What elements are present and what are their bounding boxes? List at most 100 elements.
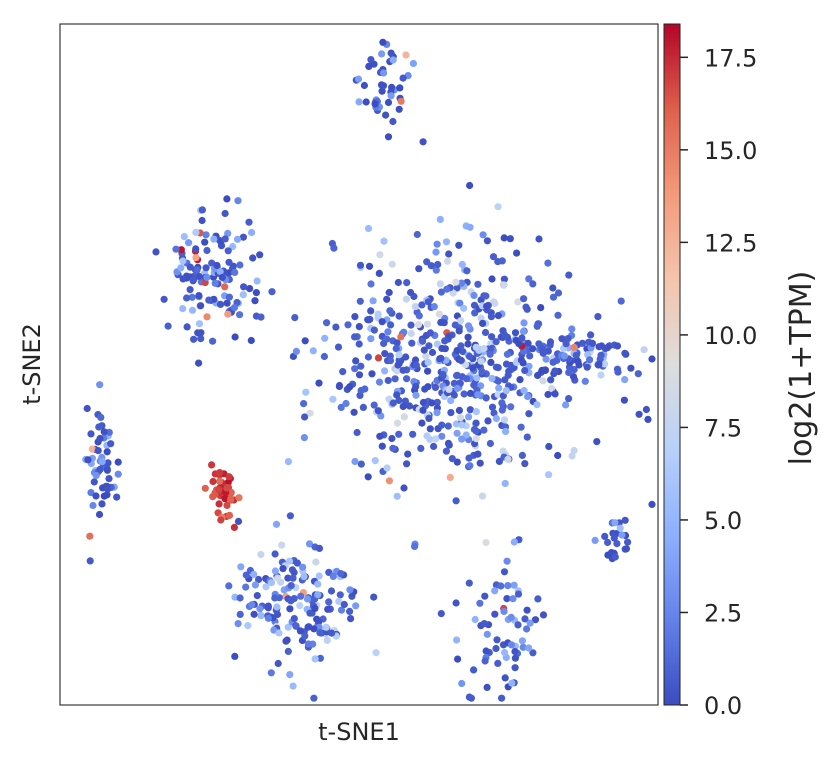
scatter-point — [399, 74, 407, 82]
scatter-point — [291, 314, 299, 322]
scatter-point — [251, 581, 259, 589]
scatter-point — [455, 327, 463, 335]
scatter-point — [351, 333, 359, 341]
scatter-point — [195, 359, 203, 367]
scatter-point — [430, 303, 438, 311]
scatter-point — [523, 606, 531, 614]
scatter-point — [86, 557, 94, 565]
scatter-point — [312, 558, 320, 566]
scatter-point — [245, 218, 253, 226]
scatter-point — [526, 352, 534, 360]
scatter-point — [303, 595, 312, 603]
scatter-point — [470, 291, 478, 300]
scatter-point — [179, 257, 187, 265]
scatter-point — [253, 592, 261, 600]
scatter-point — [443, 257, 452, 265]
scatter-point — [472, 419, 480, 427]
scatter-point — [453, 372, 461, 380]
scatter-point — [301, 337, 309, 345]
scatter-point — [548, 384, 556, 393]
scatter-point — [386, 307, 394, 315]
scatter-point — [472, 435, 480, 443]
scatter-point — [473, 374, 481, 382]
scatter-point — [395, 430, 403, 438]
scatter-point — [539, 611, 548, 619]
scatter-point — [433, 409, 441, 417]
scatter-point — [500, 568, 509, 576]
scatter-point — [376, 432, 384, 440]
scatter-point — [569, 373, 578, 381]
scatter-point — [336, 591, 344, 599]
scatter-point — [503, 557, 511, 565]
scatter-point — [152, 248, 160, 256]
scatter-point — [230, 523, 238, 532]
scatter-point — [495, 457, 503, 465]
scatter-point — [393, 391, 401, 399]
scatter-point — [447, 409, 455, 417]
scatter-point — [617, 297, 625, 305]
scatter-point — [502, 427, 510, 436]
scatter-point — [464, 333, 472, 341]
scatter-point — [479, 231, 487, 239]
scatter-point — [446, 473, 454, 481]
scatter-point — [458, 260, 466, 269]
scatter-point — [316, 654, 324, 662]
scatter-point — [203, 273, 211, 281]
scatter-point — [523, 433, 531, 441]
colorbar-tick-label: 7.5 — [704, 414, 742, 442]
scatter-point — [591, 536, 599, 545]
scatter-point — [378, 318, 386, 326]
scatter-point — [231, 268, 239, 276]
scatter-point — [568, 452, 576, 460]
scatter-point — [391, 375, 399, 383]
scatter-point — [495, 384, 503, 392]
colorbar-tick-label: 12.5 — [704, 229, 757, 257]
scatter-point — [248, 601, 256, 609]
scatter-point — [267, 669, 275, 677]
scatter-point — [104, 459, 112, 467]
scatter-point — [316, 629, 324, 637]
scatter-point — [388, 83, 396, 91]
scatter-point — [581, 377, 589, 385]
scatter-point — [384, 133, 393, 141]
scatter-point — [370, 593, 378, 601]
scatter-point — [195, 292, 203, 300]
scatter-point — [382, 111, 390, 119]
scatter-point — [248, 228, 256, 237]
scatter-point — [595, 343, 603, 351]
scatter-point — [483, 630, 491, 638]
scatter-point — [252, 289, 260, 297]
scatter-point — [501, 674, 509, 682]
scatter-point — [441, 337, 449, 345]
scatter-point — [355, 340, 363, 348]
scatter-point — [262, 583, 270, 591]
scatter-point — [613, 365, 622, 373]
scatter-point — [360, 81, 368, 90]
scatter-point — [586, 356, 594, 364]
scatter-point — [323, 636, 331, 645]
scatter-point — [342, 399, 350, 408]
scatter-point — [393, 339, 401, 347]
scatter-point — [403, 460, 411, 468]
scatter-point — [488, 374, 496, 383]
scatter-point — [419, 398, 427, 407]
scatter-point — [346, 607, 354, 616]
scatter-point — [481, 657, 489, 665]
scatter-point — [502, 332, 510, 341]
scatter-point — [351, 365, 359, 373]
scatter-point — [94, 447, 102, 455]
scatter-point — [618, 531, 626, 539]
scatter-point — [445, 385, 453, 393]
scatter-point — [452, 497, 460, 505]
scatter-point — [402, 353, 410, 361]
scatter-point — [367, 280, 375, 288]
scatter-point — [572, 351, 580, 359]
scatter-point — [445, 250, 453, 258]
scatter-point — [399, 366, 407, 374]
scatter-point — [395, 105, 403, 113]
scatter-point — [357, 460, 365, 468]
scatter-point — [529, 649, 537, 657]
scatter-point — [539, 377, 547, 385]
scatter-point — [518, 637, 527, 645]
